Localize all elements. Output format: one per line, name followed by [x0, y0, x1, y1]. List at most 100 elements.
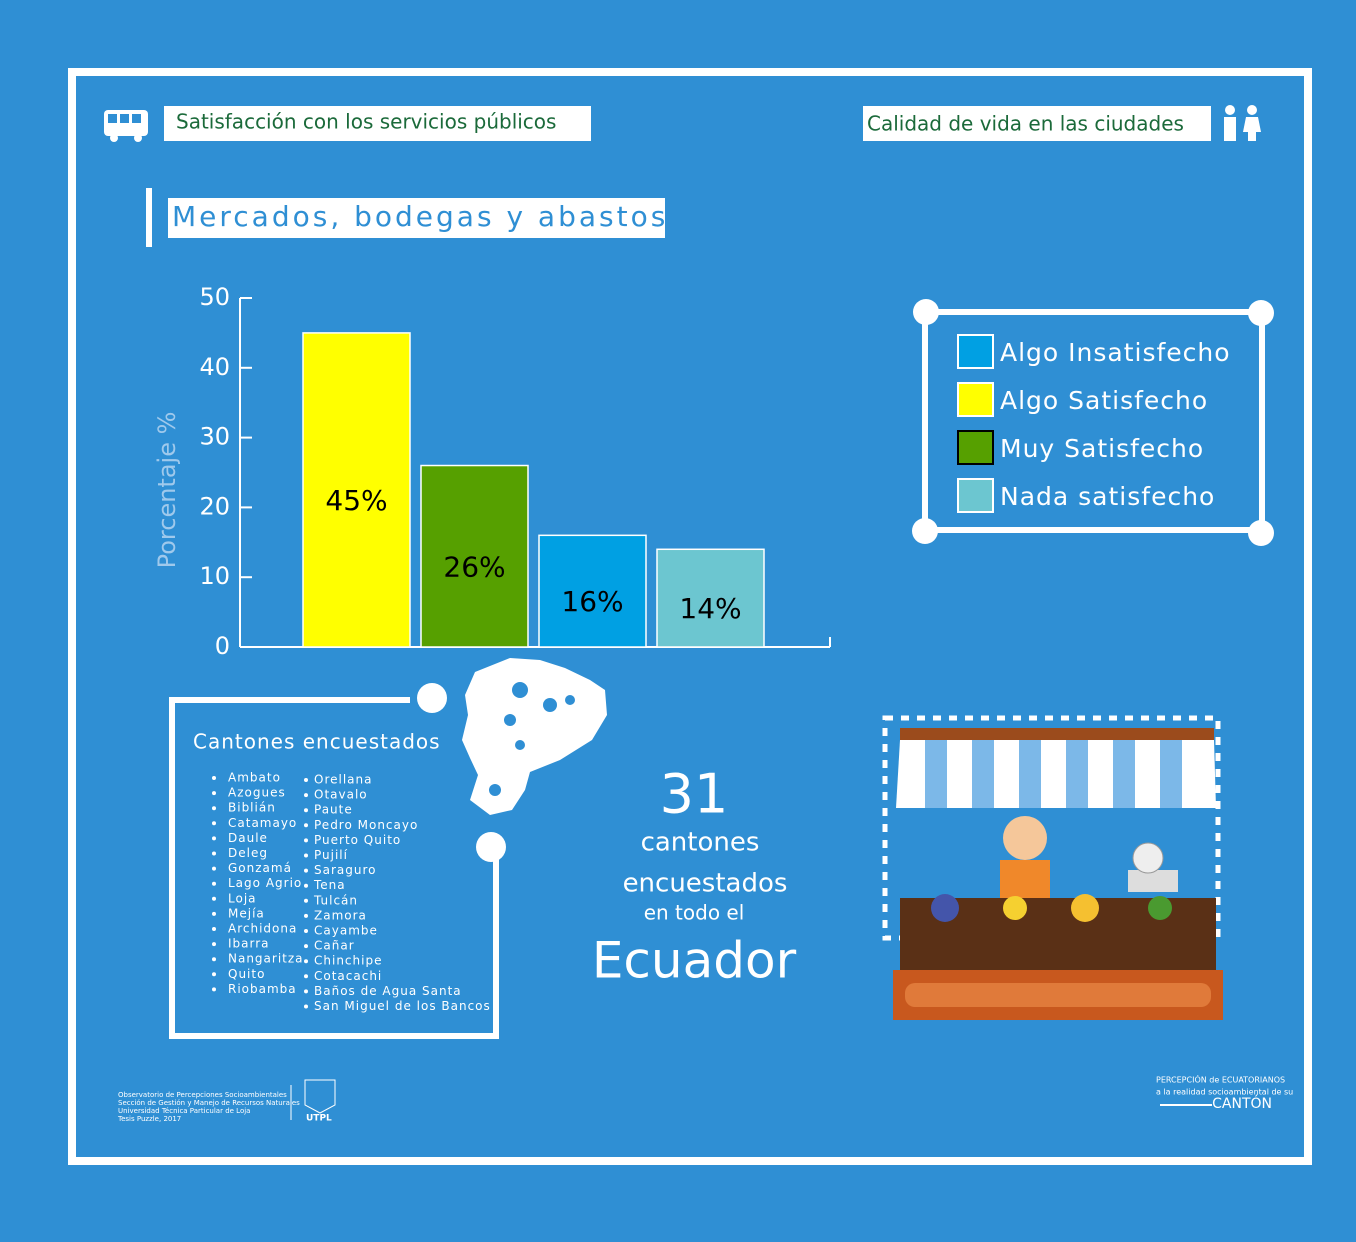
bullet	[304, 913, 308, 918]
footer-logo: UTPL	[306, 1114, 332, 1124]
legend-box	[922, 309, 1265, 533]
header-left: Satisfacción con los servicios públicos	[176, 110, 556, 134]
header-box	[863, 106, 1211, 141]
summary-text: encuestados	[623, 869, 788, 899]
canton: Azogues	[228, 786, 286, 800]
bullet	[304, 929, 308, 933]
canton: Lago Agrio	[228, 876, 302, 890]
canton: Biblián	[228, 801, 276, 815]
bullet	[212, 851, 216, 856]
summary-number: 31	[660, 763, 729, 826]
value-label: 45%	[325, 484, 387, 517]
header-right: Calidad de vida en las ciudades	[867, 112, 1184, 136]
legend-swatch	[957, 382, 994, 417]
canton: Mejía	[228, 906, 265, 920]
canton: Ambato	[228, 771, 281, 785]
frame	[68, 68, 1312, 1165]
bullet	[304, 944, 308, 949]
canton: Zamora	[314, 908, 367, 922]
canton: Quito	[228, 967, 265, 981]
footer-text: a la realidad socioambiental de su	[1156, 1088, 1293, 1097]
canton: Pedro Moncayo	[314, 818, 418, 832]
canton: Tulcán	[313, 893, 358, 907]
y-tick-label: 20	[199, 492, 230, 520]
bullet	[212, 806, 216, 811]
bullet	[212, 911, 216, 916]
bullet	[212, 836, 216, 841]
dot	[417, 683, 447, 713]
legend-swatch	[957, 430, 994, 465]
legend-swatch	[957, 334, 994, 369]
people-icon	[1224, 105, 1261, 141]
y-axis-label: Porcentaje %	[153, 412, 181, 569]
bullet	[212, 791, 216, 796]
bullet	[212, 927, 216, 931]
y-tick-label: 50	[199, 283, 230, 311]
bullet	[212, 821, 216, 826]
bullet	[212, 776, 216, 780]
cantones-title: Cantones encuestados	[193, 730, 441, 754]
bullet	[304, 959, 308, 964]
utpl-shield	[304, 1079, 336, 1114]
bar	[656, 548, 765, 648]
summary-text: cantones	[641, 828, 760, 858]
bar	[538, 534, 647, 648]
legend-corners	[912, 299, 1274, 546]
value-label: 16%	[561, 585, 623, 618]
canton: San Miguel de los Bancos	[314, 999, 491, 1013]
value-label: 14%	[679, 592, 741, 625]
bullet	[212, 896, 216, 901]
legend-swatch	[957, 478, 994, 513]
bullet	[304, 808, 308, 813]
bullet	[212, 942, 216, 947]
footer-text: CANTÓN	[1212, 1094, 1272, 1112]
bar	[420, 464, 529, 648]
canton: Gonzamá	[228, 861, 292, 875]
canton: Deleg	[228, 846, 268, 860]
canton: Saraguro	[314, 863, 377, 877]
bullet	[212, 866, 216, 871]
section-title: Mercados, bodegas y abastos	[172, 200, 668, 233]
footer-text: Observatorio de Percepciones Socioambien…	[118, 1091, 287, 1099]
canton: Catamayo	[228, 816, 297, 830]
canton: Otavalo	[314, 788, 368, 802]
bullet	[304, 883, 308, 888]
canton: Chinchipe	[314, 954, 382, 968]
bullet	[304, 989, 308, 994]
title-box	[168, 198, 665, 238]
canton: Daule	[228, 831, 268, 845]
y-tick-label: 0	[215, 632, 230, 660]
header-box	[164, 106, 591, 141]
canton: Baños de Agua Santa	[314, 984, 462, 998]
canton: Paute	[314, 803, 353, 817]
bullet	[304, 898, 308, 903]
value-label: 26%	[443, 550, 505, 583]
canton: Nangaritza	[228, 952, 304, 966]
bullet	[304, 1004, 308, 1009]
bar	[302, 332, 411, 648]
canton: Loja	[228, 891, 257, 905]
canton: Ibarra	[228, 937, 270, 951]
bullet	[304, 838, 308, 843]
canton: Cañar	[314, 939, 355, 953]
legend-label: Algo Insatisfecho	[1000, 338, 1231, 367]
bullet	[304, 778, 308, 782]
y-tick-label: 30	[199, 423, 230, 451]
canton: Tena	[313, 878, 346, 892]
bullet	[304, 853, 308, 858]
canton: Riobamba	[228, 982, 297, 996]
title-bar	[146, 188, 152, 247]
canton: Cayambe	[314, 924, 378, 938]
y-tick-label: 10	[199, 562, 230, 590]
bullet	[212, 957, 216, 962]
footer-text: PERCEPCIÓN de ECUATORIANOS	[1156, 1074, 1285, 1085]
bullet	[304, 793, 308, 798]
canton: Cotacachi	[314, 969, 382, 983]
bullet	[212, 881, 216, 886]
bullet	[212, 972, 216, 977]
canton: Orellana	[314, 773, 372, 787]
legend-label: Nada satisfecho	[1000, 482, 1215, 511]
market-stall	[882, 715, 1223, 1020]
footer-text: Tesis Puzzle, 2017	[117, 1115, 181, 1123]
